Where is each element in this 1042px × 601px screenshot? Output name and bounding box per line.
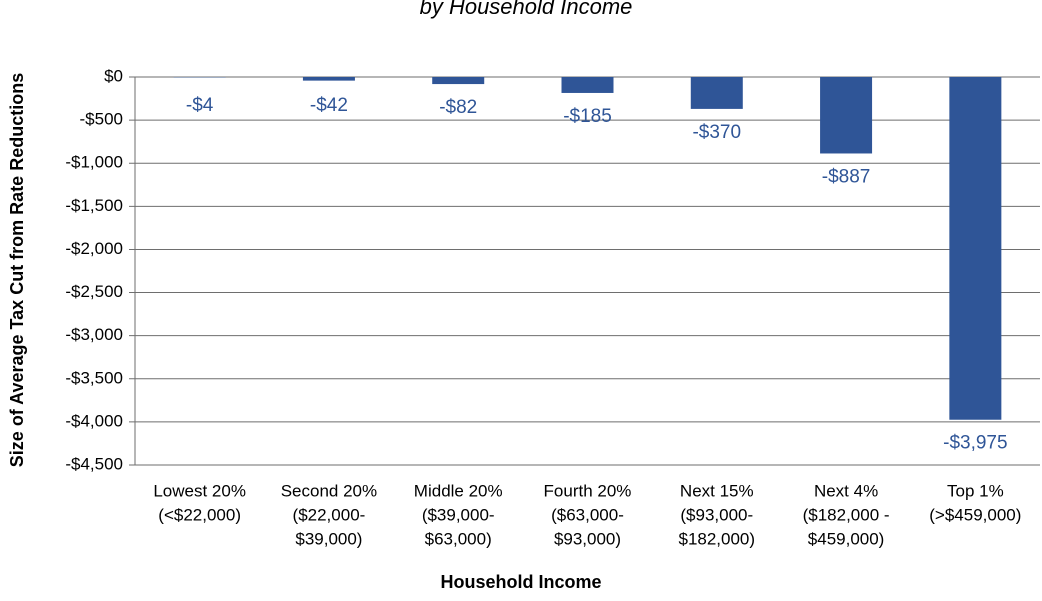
x-tick-label: ($182,000 - — [803, 505, 890, 524]
x-tick-label: Top 1% — [947, 481, 1004, 500]
value-label: -$4 — [186, 95, 214, 116]
x-axis-title: Household Income — [440, 572, 601, 592]
y-tick-label: -$3,000 — [65, 325, 123, 344]
value-label: -$887 — [822, 166, 871, 187]
value-label: -$370 — [692, 122, 741, 143]
y-tick-label: -$3,500 — [65, 368, 123, 387]
y-tick-label: -$500 — [80, 110, 123, 129]
y-tick-label: -$4,500 — [65, 454, 123, 473]
x-tick-label: Next 4% — [814, 481, 878, 500]
y-tick-label: -$1,500 — [65, 196, 123, 215]
x-tick-label: $182,000) — [678, 529, 755, 548]
x-tick-label: Middle 20% — [414, 481, 503, 500]
y-tick-label: -$1,000 — [65, 153, 123, 172]
x-tick-label: (<$22,000) — [158, 505, 241, 524]
bar — [820, 77, 873, 154]
bar — [690, 77, 743, 109]
x-tick-label: ($22,000- — [293, 505, 366, 524]
y-tick-label: $0 — [104, 66, 123, 85]
x-tick-label: (>$459,000) — [929, 505, 1021, 524]
x-tick-label: $39,000) — [295, 529, 362, 548]
x-tick-label: Next 15% — [680, 481, 754, 500]
bar — [949, 77, 1002, 420]
value-label: -$82 — [439, 97, 477, 118]
x-tick-label: Second 20% — [281, 481, 377, 500]
chart-subtitle: by Household Income — [420, 0, 633, 19]
x-tick-label: ($93,000- — [680, 505, 753, 524]
bar — [302, 77, 355, 81]
x-tick-label: $93,000) — [554, 529, 621, 548]
x-tick-label: $459,000) — [808, 529, 885, 548]
y-tick-label: -$2,000 — [65, 239, 123, 258]
y-tick-label: -$2,500 — [65, 282, 123, 301]
x-tick-label: Fourth 20% — [544, 481, 632, 500]
x-tick-label: Lowest 20% — [153, 481, 246, 500]
y-tick-label: -$4,000 — [65, 411, 123, 430]
value-label: -$3,975 — [943, 433, 1007, 454]
x-tick-label: ($39,000- — [422, 505, 495, 524]
value-label: -$42 — [310, 95, 348, 116]
bar — [561, 77, 614, 93]
x-tick-label: ($63,000- — [551, 505, 624, 524]
bar — [432, 77, 485, 85]
y-axis-title: Size of Average Tax Cut from Rate Reduct… — [7, 73, 27, 467]
x-tick-label: $63,000) — [425, 529, 492, 548]
value-label: -$185 — [563, 106, 612, 127]
